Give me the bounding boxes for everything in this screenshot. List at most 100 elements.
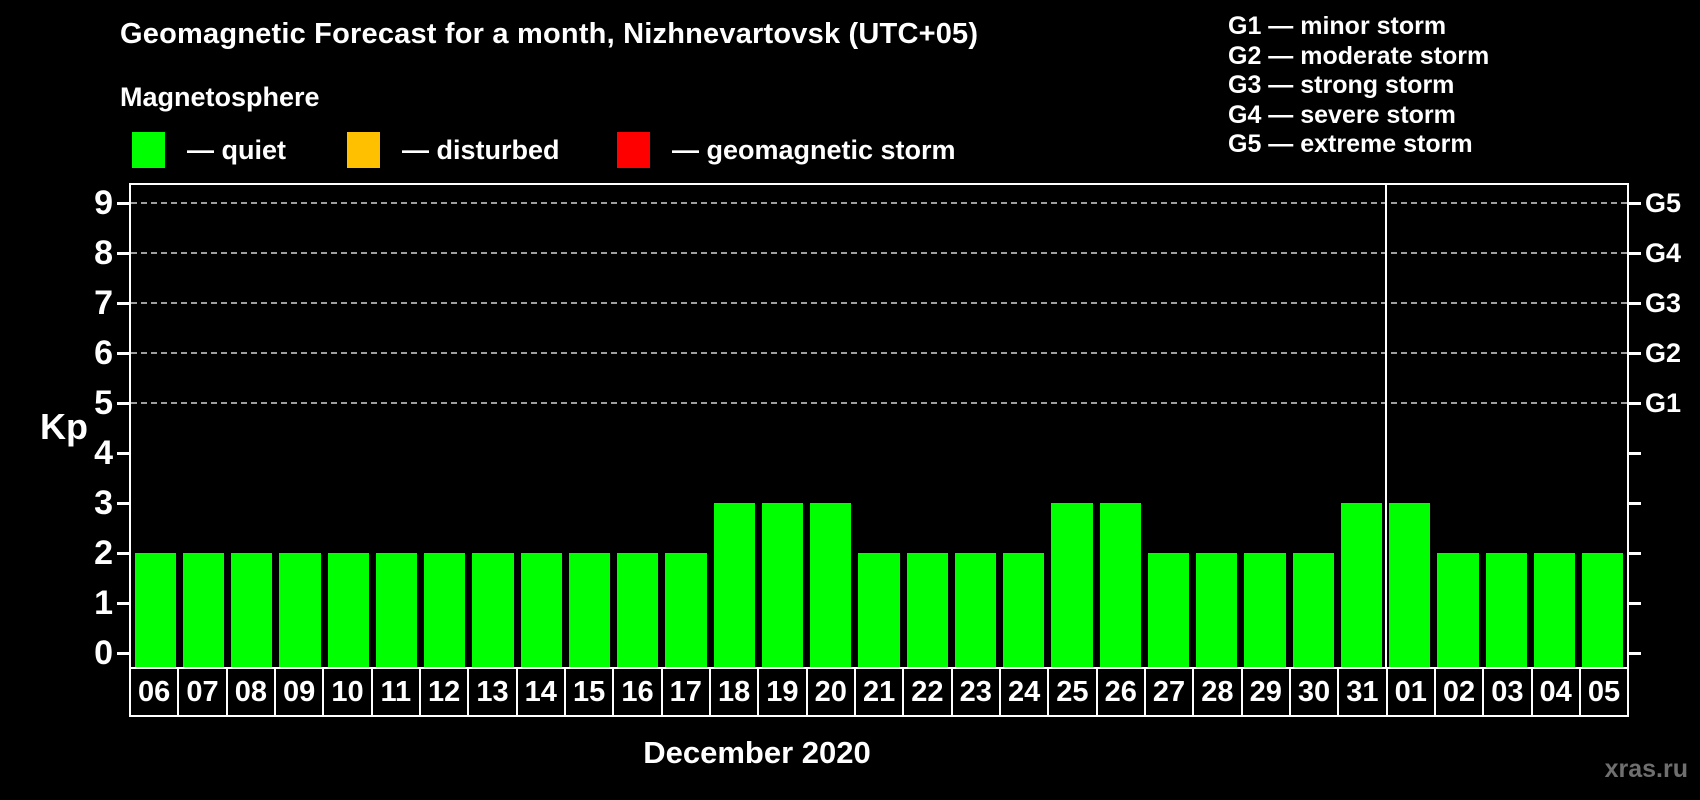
day-label-15: 15 [563,669,612,715]
kp-bar-day-11 [375,553,418,669]
legend-label: — disturbed [402,134,560,165]
y-tick-label-7: 7 [94,284,113,322]
legend-item-storm: — geomagnetic storm [617,132,956,168]
kp-bar-day-21 [858,553,900,669]
chart-title: Geomagnetic Forecast for a month, Nizhne… [120,18,979,50]
quiet-color-swatch [132,132,165,168]
day-label-04: 04 [1530,669,1579,715]
kp-bar-day-25 [1051,503,1093,669]
day-label-25: 25 [1047,669,1095,715]
left-y-tick-5 [117,401,129,405]
disturbed-color-swatch [347,132,380,168]
day-label-27: 27 [1143,669,1192,715]
right-y-tick-7 [1629,301,1641,305]
right-y-tick-0 [1629,651,1641,655]
y-tick-label-4: 4 [94,434,113,472]
kp-bar-day-26 [1099,503,1141,669]
storm-color-swatch [617,132,650,168]
kp-bar-day-09 [279,553,321,669]
y-axis-label: Kp [40,406,88,447]
right-y-tick-4 [1629,451,1641,455]
day-label-20: 20 [805,669,854,715]
right-y-tick-8 [1629,251,1641,255]
y-tick-label-5: 5 [94,384,113,422]
right-y-tick-9 [1629,201,1641,205]
watermark: xras.ru [1604,755,1688,783]
y-tick-label-1: 1 [94,584,113,622]
day-label-18: 18 [708,669,757,715]
left-y-tick-6 [117,351,129,355]
kp-bar-day-31 [1340,503,1383,669]
legend-label: — geomagnetic storm [672,134,956,165]
x-axis-month-label: December 2020 [643,735,871,770]
right-y-tick-1 [1629,601,1641,605]
y-tick-label-8: 8 [94,234,113,272]
day-label-01: 01 [1385,669,1434,715]
y-tick-label-9: 9 [94,184,113,222]
day-label-05: 05 [1578,669,1627,715]
kp-bar-day-27 [1147,553,1190,669]
kp-bar-day-04 [1533,553,1576,669]
kp-bar-day-16 [617,553,659,669]
day-label-22: 22 [902,669,950,715]
right-y-tick-3 [1629,501,1641,505]
left-y-tick-8 [117,251,129,255]
day-label-07: 07 [177,669,225,715]
right-y-tick-2 [1629,551,1641,555]
plot-area: 0 1 2 3 4 5 6 7 8 9 G1 G2 G3 G4 G5 [94,183,1681,672]
legend-item-disturbed: — disturbed [347,132,617,168]
kp-bar-day-08 [231,553,273,669]
kp-bar-day-23 [954,553,997,669]
y-tick-label-3: 3 [94,484,113,522]
day-label-31: 31 [1337,669,1385,715]
legend-item-quiet: — quiet [132,132,347,168]
left-y-tick-2 [117,551,129,555]
right-y-tick-6 [1629,351,1641,355]
day-label-14: 14 [515,669,564,715]
day-label-08: 08 [225,669,274,715]
left-y-tick-3 [117,501,129,505]
x-axis-day-labels: 06 07 08 09 10 11 12 13 14 15 16 17 18 19 20 21 22 23 24 25… [129,667,1629,717]
kp-bar-day-30 [1292,553,1334,669]
right-axis-label-g2: G2 [1645,338,1682,368]
kp-bar-day-10 [327,553,369,669]
day-label-26: 26 [1095,669,1144,715]
y-tick-label-6: 6 [94,334,113,372]
day-label-02: 02 [1433,669,1482,715]
kp-bar-day-19 [761,503,804,669]
kp-bar-day-29 [1244,553,1286,669]
gridline-kp-8 [131,252,1627,254]
day-label-16: 16 [612,669,660,715]
day-label-28: 28 [1192,669,1240,715]
y-tick-label-0: 0 [94,634,113,672]
right-axis-label-g3: G3 [1645,288,1682,318]
g5-legend-line: G5 — extreme storm [1228,130,1473,158]
kp-bar-day-12 [424,553,466,669]
kp-bar-day-17 [665,553,707,669]
g1-legend-line: G1 — minor storm [1228,12,1447,40]
day-label-11: 11 [370,669,419,715]
day-label-17: 17 [660,669,709,715]
right-y-tick-5 [1629,401,1641,405]
right-axis-label-g4: G4 [1645,238,1682,268]
kp-bar-day-02 [1437,553,1479,669]
kp-bar-day-03 [1485,553,1527,669]
legend-label: — quiet [187,134,286,165]
gridline-kp-6 [131,352,1627,354]
kp-bar-day-05 [1582,553,1624,669]
kp-bar-day-20 [810,503,852,669]
right-axis-label-g5: G5 [1645,188,1682,218]
g2-legend-line: G2 — moderate storm [1228,41,1490,70]
left-y-tick-7 [117,301,129,305]
gridline-kp-7 [131,302,1627,304]
left-y-tick-1 [117,601,129,605]
day-label-24: 24 [998,669,1047,715]
kp-bar-day-14 [520,553,562,669]
magnetosphere-label: Magnetosphere [120,82,320,112]
kp-bar-day-28 [1196,553,1238,669]
day-label-29: 29 [1240,669,1289,715]
month-boundary-line [1384,185,1387,669]
day-label-30: 30 [1288,669,1337,715]
y-tick-label-2: 2 [94,534,113,572]
kp-bar-day-07 [182,553,224,669]
